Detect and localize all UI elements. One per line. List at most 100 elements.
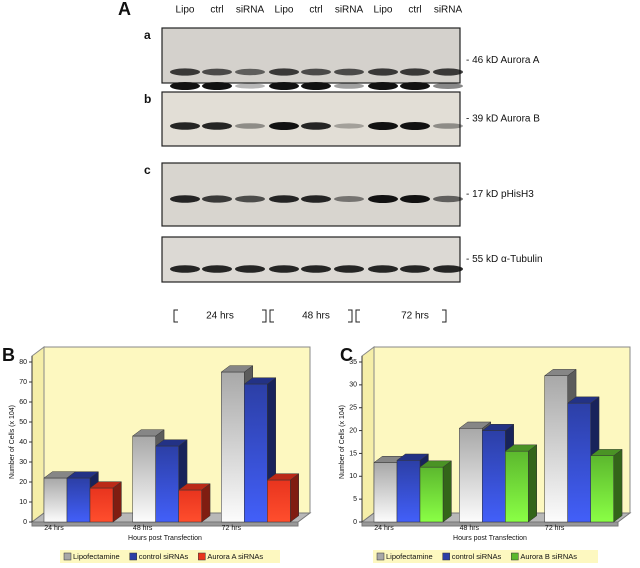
y-tick-label: 40	[19, 439, 27, 446]
legend-label: Lipofectamine	[73, 552, 120, 561]
lane-label: ctrl	[408, 5, 421, 16]
band	[235, 265, 265, 273]
bar-front	[43, 477, 68, 523]
band	[400, 82, 430, 90]
side-wall	[31, 346, 45, 523]
y-tick-label: 60	[19, 399, 27, 406]
band	[368, 68, 398, 76]
y-tick-label: 25	[349, 405, 357, 412]
lane-label: ctrl	[309, 5, 322, 16]
band	[301, 68, 331, 76]
bar-top	[220, 365, 254, 373]
blot-panel	[161, 91, 461, 147]
bar-front	[544, 375, 568, 523]
band	[269, 68, 299, 76]
band	[235, 83, 265, 89]
band	[334, 123, 364, 129]
bar-side	[201, 483, 211, 523]
bar-top	[481, 424, 515, 431]
bracket	[269, 309, 274, 323]
floor-edge	[31, 521, 299, 527]
bar-front	[267, 479, 291, 523]
bracket	[173, 309, 178, 323]
band	[202, 122, 232, 130]
bar-front	[66, 477, 91, 523]
band	[400, 122, 430, 130]
legend-box	[373, 550, 598, 563]
y-axis-label: Number of Cells (x 104)	[339, 405, 346, 479]
band	[170, 82, 200, 90]
band	[433, 195, 463, 203]
bar-top	[66, 471, 100, 479]
legend-label: control siRNAs	[452, 552, 502, 561]
legend-swatch	[511, 552, 519, 561]
bar-front	[419, 466, 444, 523]
lane-label: ctrl	[210, 5, 223, 16]
marker-label: - 17 kD pHisH3	[466, 189, 534, 200]
blot-panel	[161, 236, 461, 283]
bar-top	[177, 483, 211, 491]
side-wall	[361, 346, 375, 523]
x-tick-label: 24 hrs	[374, 525, 394, 532]
row-letter: c	[144, 163, 151, 177]
band	[235, 195, 265, 203]
row-letter: b	[144, 92, 151, 106]
band	[368, 122, 398, 130]
band	[301, 82, 331, 90]
bracket	[262, 309, 267, 323]
bar-top	[243, 377, 277, 385]
panel-label: B	[2, 345, 15, 365]
lane-label: siRNA	[335, 5, 364, 16]
bar-top	[131, 429, 165, 437]
bracket	[355, 309, 360, 323]
bar-front	[155, 445, 179, 523]
y-tick-label: 10	[19, 499, 27, 506]
band	[301, 265, 331, 273]
band	[301, 195, 331, 203]
y-tick-label: 35	[349, 359, 357, 366]
x-axis-label: Hours post Transfection	[453, 535, 527, 542]
bar-top	[419, 460, 453, 468]
band	[400, 195, 430, 203]
y-axis-label: Number of Cells (x 104)	[9, 405, 16, 479]
band	[170, 195, 200, 203]
bar-top	[589, 449, 623, 456]
bar-top	[504, 444, 538, 452]
y-tick-label: 80	[19, 359, 27, 366]
band	[170, 265, 200, 273]
bar-front	[567, 402, 591, 523]
band	[433, 265, 463, 273]
y-tick-label: 50	[19, 419, 27, 426]
lane-label: Lipo	[275, 5, 294, 16]
marker-label: - 39 kD Aurora B	[466, 114, 540, 125]
bar-front	[482, 430, 506, 523]
band	[433, 123, 463, 129]
panel-label: C	[340, 345, 353, 365]
marker-label: - 55 kD α-Tubulin	[466, 254, 543, 265]
bar	[419, 460, 453, 523]
band	[170, 68, 200, 76]
lane-label: Lipo	[374, 5, 393, 16]
timepoint: 24 hrs	[206, 311, 234, 322]
bar	[266, 473, 300, 523]
legend-box	[60, 550, 280, 563]
legend-swatch	[63, 552, 72, 561]
band	[269, 195, 299, 203]
bar-top	[543, 369, 577, 376]
bar-front	[132, 435, 156, 523]
bracket	[442, 309, 447, 323]
bar-top	[266, 473, 300, 481]
timepoint: 48 hrs	[302, 311, 330, 322]
band	[433, 68, 463, 76]
y-tick-label: 10	[349, 473, 357, 480]
x-axis-label: Hours post Transfection	[128, 535, 202, 542]
floor-edge	[361, 521, 619, 527]
bar-front	[396, 460, 421, 523]
band	[235, 68, 265, 76]
y-tick-label: 5	[353, 496, 357, 503]
y-tick-label: 30	[19, 459, 27, 466]
band	[334, 83, 364, 89]
legend-label: Lipofectamine	[386, 552, 433, 561]
legend-label: Aurora A siRNAs	[207, 552, 263, 561]
bar-front	[178, 489, 202, 523]
